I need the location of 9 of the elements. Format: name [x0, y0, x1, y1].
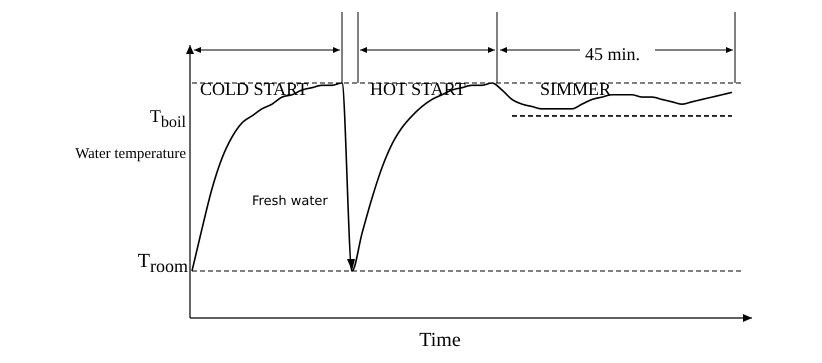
annotation: Fresh water: [252, 194, 328, 209]
annotation: SIMMER: [540, 79, 612, 99]
annotation: COLD START: [200, 79, 308, 99]
ref-line-label: T$_{room}$: [138, 250, 188, 276]
y-axis-title: Water temperature: [75, 146, 186, 162]
text: T$_{boil}$: [150, 106, 186, 131]
annotation: HOT START: [370, 79, 466, 99]
x-axis-title: Time: [419, 329, 461, 351]
text: 45 min.: [585, 44, 640, 64]
